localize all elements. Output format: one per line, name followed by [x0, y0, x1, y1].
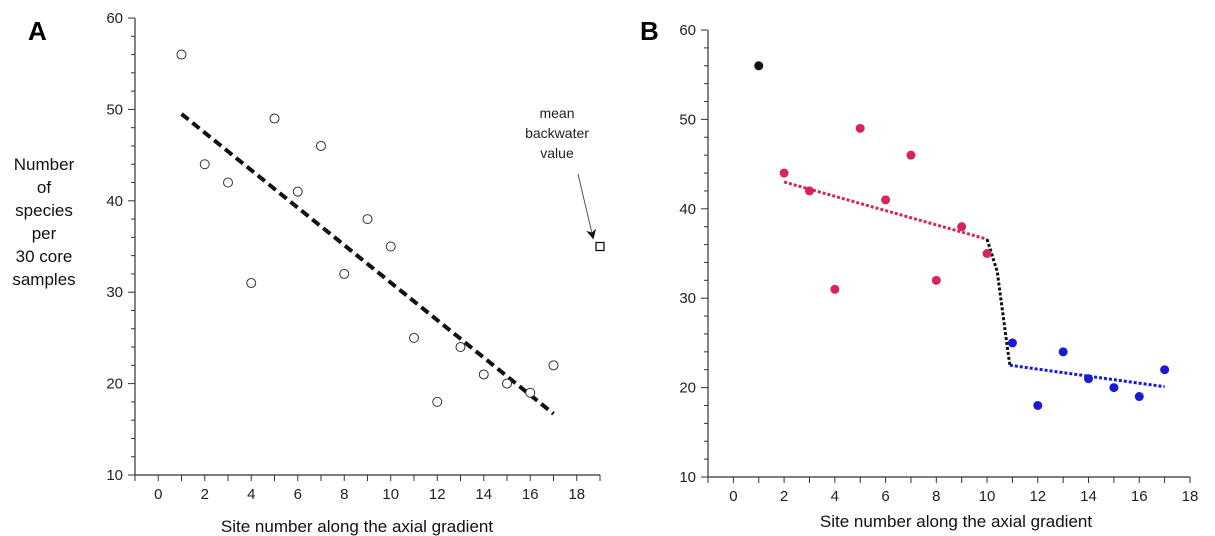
panel-a-x-tick-label: 12: [429, 486, 446, 503]
panel-a-annotation-arrow: [577, 173, 597, 240]
panel-a-y-axis-title-line: 30 core: [16, 247, 73, 266]
panel-b-data-point-upstream: [881, 195, 891, 205]
panel-b-axes: 0 2 4 6 8 10 12 14 16 18 10 20 30 40 50 60: [679, 22, 1198, 505]
panel-b-data-point-outlier: [754, 61, 764, 71]
panel-b-data-point-upstream: [982, 249, 992, 258]
panel-a-regression-line: [180, 112, 555, 416]
panel-a-data-point: [199, 159, 210, 170]
panel-b-letter: B: [640, 16, 659, 46]
panel-a-y-tick-label: 20: [106, 376, 123, 393]
panel-a-data-point: [432, 396, 443, 407]
panel-b-x-tick-label: 18: [1182, 488, 1199, 505]
panel-b-data-point-downstream: [1058, 347, 1068, 357]
panel-b-x-tick-label: 2: [780, 488, 788, 505]
panel-a-data-point: [478, 369, 489, 380]
panel-a-annotation-line: mean: [539, 105, 574, 121]
panel-b-x-tick-label: 8: [932, 488, 940, 505]
panel-b-data-point-upstream: [804, 186, 814, 196]
panel-a-x-tick-label: 6: [294, 486, 302, 503]
panel-a-letter: A: [28, 16, 47, 46]
panel-b-y-tick-label: 60: [679, 22, 696, 39]
panel-b-data-point-downstream: [1033, 400, 1043, 410]
panel-b-x-tick-label: 10: [979, 488, 996, 505]
panel-a-y-tick-label: 30: [106, 284, 123, 301]
panel-a-annotation-line: backwater: [525, 125, 589, 141]
panel-a: A Number of species per 30 core samples 0 2 4 6 8…: [12, 10, 605, 536]
panel-b-marks: [754, 61, 1170, 410]
panel-b-x-tick-label: 4: [831, 488, 839, 505]
panel-a-y-axis-title-line: per: [32, 224, 57, 243]
panel-b-fit-line-upstream: [783, 180, 988, 241]
panel-a-data-point: [525, 387, 536, 398]
panel-b-y-tick-label: 10: [679, 469, 696, 486]
panel-a-axes: 0 2 4 6 8 10 12 14 16 18 10 20 30 40 50 60: [106, 10, 601, 503]
panel-b-data-point-downstream: [1084, 374, 1094, 384]
panel-a-y-axis-title: Number of species per 30 core samples: [12, 155, 75, 289]
panel-b-data-point-downstream: [1109, 383, 1119, 393]
panel-a-y-tick-label: 60: [106, 10, 123, 27]
panel-a-y-axis-title-line: samples: [12, 270, 75, 289]
panel-b-y-tick-label: 40: [679, 201, 696, 218]
panel-b-x-tick-label: 0: [729, 488, 737, 505]
panel-a-data-point: [316, 140, 326, 151]
panel-b-data-point-downstream: [1160, 365, 1170, 375]
panel-b-x-tick-label: 12: [1029, 488, 1046, 505]
panel-a-data-point: [362, 214, 373, 225]
panel-b-data-point-upstream: [855, 123, 865, 133]
panel-a-x-tick-label: 18: [568, 486, 585, 503]
panel-b-y-tick-label: 30: [679, 290, 696, 307]
panel-a-y-tick-label: 10: [106, 467, 123, 484]
panel-b-data-point-downstream: [1007, 338, 1017, 348]
panel-b-x-tick-label: 16: [1131, 488, 1148, 505]
panel-a-marks: mean backwater value: [176, 49, 605, 416]
panel-a-y-tick-label: 50: [106, 101, 123, 118]
panel-a-data-point: [455, 342, 466, 353]
panel-a-data-point: [246, 278, 257, 289]
panel-a-y-axis-title-line: Number: [14, 155, 75, 174]
panel-b-fit-line-step: [985, 238, 1012, 366]
panel-b-data-point-upstream: [906, 150, 916, 160]
panel-a-data-point: [385, 241, 396, 252]
panel-b-data-point-upstream: [830, 284, 840, 294]
panel-b: B 0 2 4 6 8 10 12 14 16 18 10 20 30 40 50 60 Site numbe…: [640, 16, 1198, 531]
panel-a-x-tick-label: 14: [475, 486, 492, 503]
panel-a-data-point: [502, 378, 512, 389]
panel-a-data-point: [292, 186, 303, 197]
panel-a-x-tick-label: 2: [201, 486, 209, 503]
panel-a-x-tick-label: 4: [247, 486, 255, 503]
panel-b-x-tick-label: 6: [881, 488, 889, 505]
panel-a-data-point: [176, 49, 187, 60]
panel-a-data-point: [223, 177, 233, 188]
panel-b-x-axis-title: Site number along the axial gradient: [820, 512, 1092, 531]
panel-b-data-point-upstream: [779, 168, 789, 178]
panel-a-data-point: [409, 332, 419, 343]
panel-a-x-tick-label: 8: [340, 486, 348, 503]
panel-a-data-point: [548, 360, 559, 371]
panel-a-x-axis-title: Site number along the axial gradient: [221, 517, 493, 536]
panel-b-y-tick-label: 50: [679, 111, 696, 128]
panel-a-data-point: [269, 113, 280, 124]
panel-a-annotation-line: value: [540, 145, 574, 161]
panel-b-data-point-upstream: [957, 222, 967, 232]
panel-a-backwater-point: [595, 241, 605, 252]
panel-a-y-axis-title-line: of: [37, 178, 51, 197]
panel-b-fit-line-downstream: [1009, 363, 1165, 389]
panel-b-x-tick-label: 14: [1080, 488, 1097, 505]
panel-b-data-point-upstream: [931, 275, 941, 285]
panel-b-data-point-downstream: [1134, 392, 1144, 402]
panel-b-y-tick-label: 20: [679, 380, 696, 397]
panel-a-data-point: [339, 268, 350, 279]
panel-a-x-tick-label: 0: [154, 486, 162, 503]
panel-a-x-tick-label: 10: [382, 486, 399, 503]
panel-a-y-axis-title-line: species: [15, 201, 73, 220]
panel-a-x-tick-label: 16: [522, 486, 539, 503]
panel-a-y-tick-label: 40: [106, 193, 123, 210]
